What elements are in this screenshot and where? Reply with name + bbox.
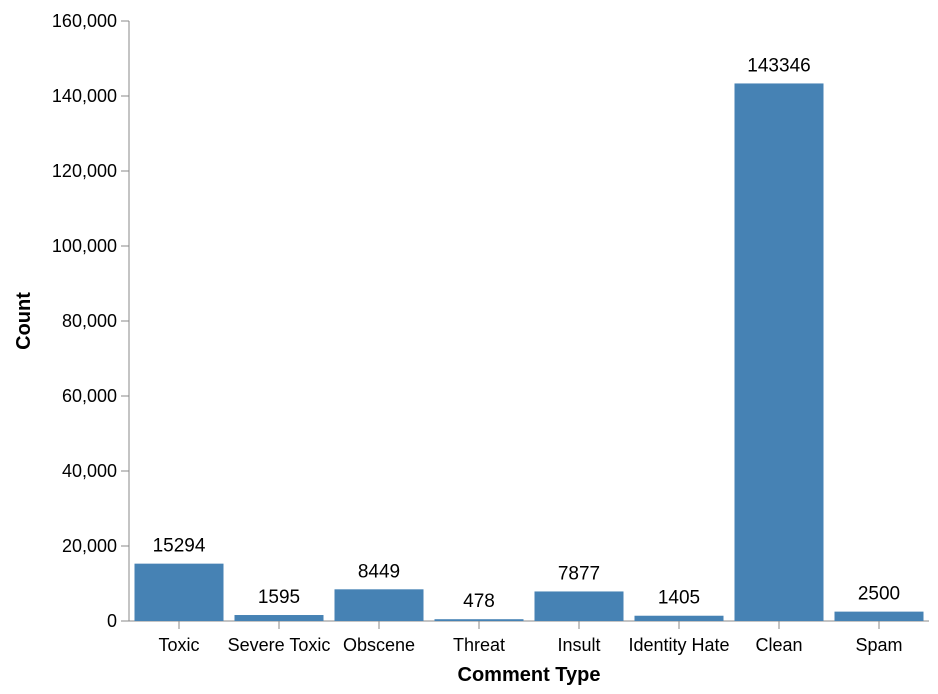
y-tick-label: 0	[107, 611, 117, 631]
x-tick-label: Severe Toxic	[228, 635, 331, 655]
bar	[634, 615, 724, 621]
bar	[534, 591, 624, 621]
y-tick-label: 60,000	[62, 386, 117, 406]
x-tick-label: Toxic	[158, 635, 199, 655]
y-tick-label: 80,000	[62, 311, 117, 331]
bar-value-label: 8449	[358, 561, 400, 582]
y-tick-label: 140,000	[52, 86, 117, 106]
y-tick-label: 100,000	[52, 236, 117, 256]
x-axis-title: Comment Type	[458, 664, 601, 686]
bar	[334, 589, 424, 621]
y-axis-title: Count	[13, 292, 35, 350]
bar	[134, 563, 224, 621]
y-tick-label: 20,000	[62, 536, 117, 556]
bar	[434, 619, 524, 621]
bar-value-label: 7877	[558, 563, 600, 584]
x-axis: Toxic Severe Toxic Obscene Threat Insult Iden…	[129, 620, 929, 655]
x-tick-label: Identity Hate	[628, 635, 729, 655]
bar-value-label: 2500	[858, 584, 900, 605]
y-tick-label: 40,000	[62, 461, 117, 481]
x-tick-label: Threat	[453, 635, 505, 655]
x-tick-label: Spam	[855, 635, 902, 655]
y-tick-label: 120,000	[52, 161, 117, 181]
bar-value-label: 1595	[258, 587, 300, 608]
y-tick-label: 160,000	[52, 11, 117, 31]
bar	[234, 615, 324, 621]
bar-value-label: 15294	[153, 536, 206, 557]
bar-value-label: 1405	[658, 588, 700, 609]
bar-value-label: 478	[463, 591, 495, 612]
bar	[834, 611, 924, 621]
x-tick-label: Obscene	[343, 635, 415, 655]
bars	[134, 83, 924, 621]
y-axis: 0 20,000 40,000 60,000 80,000 100,000 120,000 1…	[52, 11, 130, 631]
bar-value-labels: 15294 1595 8449 478 7877 1405 143346 2500	[153, 55, 901, 612]
bar-value-label: 143346	[747, 55, 810, 76]
x-tick-label: Clean	[755, 635, 802, 655]
x-tick-label: Insult	[557, 635, 600, 655]
bar	[734, 83, 824, 621]
